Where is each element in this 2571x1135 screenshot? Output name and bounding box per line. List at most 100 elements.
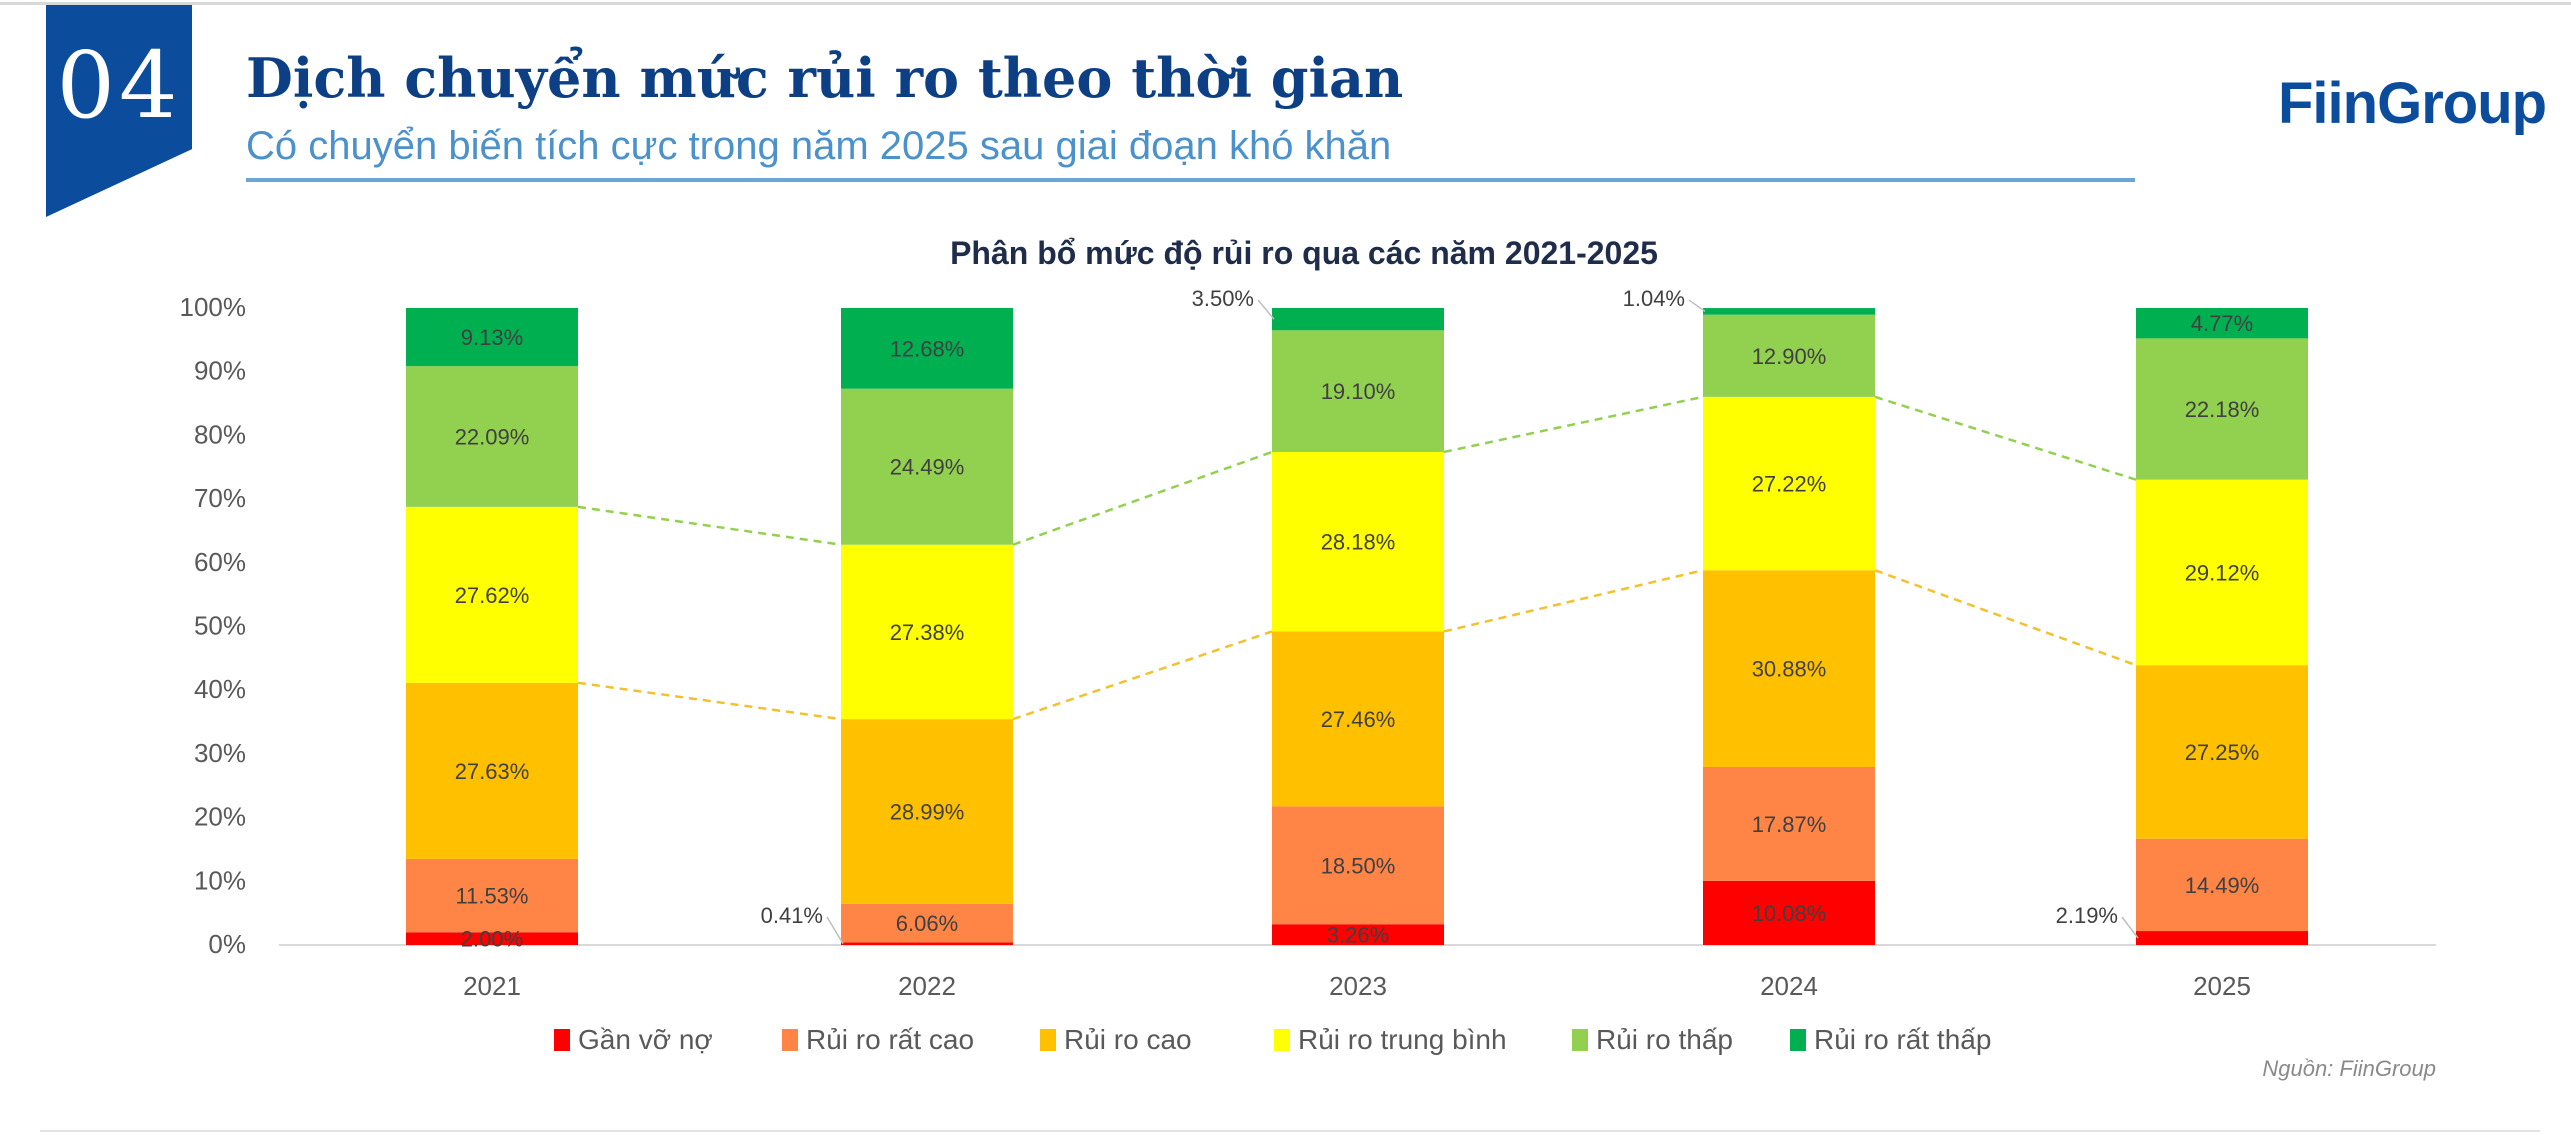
y-tick-label: 60% — [194, 547, 246, 577]
data-label: 27.22% — [1752, 472, 1827, 497]
legend-label: Rủi ro rất cao — [806, 1024, 974, 1055]
bar-segment — [841, 719, 1013, 904]
y-tick-label: 90% — [194, 356, 246, 386]
bar-segment — [1703, 314, 1875, 397]
data-label: 28.99% — [890, 799, 965, 824]
bar-segment — [1272, 924, 1444, 945]
legend-swatch — [1572, 1029, 1588, 1051]
y-tick-label: 10% — [194, 865, 246, 895]
y-tick-label: 30% — [194, 738, 246, 768]
data-label: 24.49% — [890, 455, 965, 480]
bar-segment — [2136, 838, 2308, 932]
bar-segment — [406, 506, 578, 683]
x-tick-label: 2025 — [2193, 971, 2251, 1001]
bar-segment — [1703, 880, 1875, 945]
page-subtitle: Có chuyển biến tích cực trong năm 2025 s… — [246, 124, 1392, 168]
y-tick-label: 80% — [194, 419, 246, 449]
bar-segment — [841, 942, 1013, 945]
data-label: 19.10% — [1321, 379, 1396, 404]
bar-segment — [406, 366, 578, 507]
data-label: 1.04% — [1623, 286, 1685, 311]
bar-segment — [1703, 766, 1875, 881]
bar-segment — [1272, 806, 1444, 925]
data-label: 27.62% — [455, 583, 530, 608]
data-label: 22.18% — [2185, 397, 2260, 422]
data-label: 3.50% — [1192, 286, 1254, 311]
data-label: 18.50% — [1321, 853, 1396, 878]
bar-segment — [406, 932, 578, 945]
data-label: 17.87% — [1752, 812, 1827, 837]
title-underline — [246, 178, 2135, 182]
legend-swatch — [1040, 1029, 1056, 1051]
bar-segment — [841, 544, 1013, 720]
trend-line-segment — [1874, 395, 2137, 481]
data-label: 10.08% — [1752, 901, 1827, 926]
top-divider — [0, 2, 2571, 5]
y-tick-label: 0% — [208, 929, 246, 959]
y-tick-label: 50% — [194, 611, 246, 641]
data-label: 28.18% — [1321, 530, 1396, 555]
data-label: 27.46% — [1321, 707, 1396, 732]
legend-swatch — [1790, 1029, 1806, 1051]
bar-segment — [841, 903, 1013, 943]
data-label: 27.38% — [890, 620, 965, 645]
x-tick-label: 2021 — [463, 971, 521, 1001]
bar-segment — [2136, 308, 2308, 339]
legend-swatch — [1274, 1029, 1290, 1051]
data-label: 2.19% — [2056, 903, 2118, 928]
legend-label: Gần vỡ nợ — [578, 1024, 713, 1055]
bar-segment — [406, 858, 578, 933]
legend-label: Rủi ro rất thấp — [1814, 1024, 1991, 1055]
y-tick-label: 20% — [194, 802, 246, 832]
bar-segment — [2136, 479, 2308, 666]
leader-line — [1688, 299, 1706, 312]
bar-segment — [1703, 396, 1875, 571]
bottom-divider — [40, 1130, 2540, 1132]
bar-segment — [1703, 308, 1875, 315]
section-number: 04 — [56, 32, 182, 139]
y-tick-label: 40% — [194, 674, 246, 704]
bar-segment — [1703, 570, 1875, 767]
bar-segment — [2136, 665, 2308, 839]
legend-swatch — [782, 1029, 798, 1051]
legend-label: Rủi ro trung bình — [1298, 1024, 1507, 1055]
legend-label: Rủi ro thấp — [1596, 1024, 1733, 1055]
trend-line-segment — [1874, 569, 2137, 667]
legend-label: Rủi ro cao — [1064, 1024, 1192, 1055]
bar-segment — [2136, 338, 2308, 480]
leader-line — [826, 916, 844, 945]
bar-segment — [841, 388, 1013, 545]
y-tick-label: 100% — [180, 292, 247, 322]
bar-segment — [406, 682, 578, 859]
legend-swatch — [554, 1029, 570, 1051]
leader-line — [1257, 299, 1275, 320]
bar-segment — [2136, 931, 2308, 945]
data-label: 3.26% — [1327, 923, 1389, 948]
source-note: Nguồn: FiinGroup — [2262, 1056, 2436, 1081]
x-tick-label: 2022 — [898, 971, 956, 1001]
data-label: 2.00% — [461, 927, 523, 952]
chart-title: Phân bổ mức độ rủi ro qua các năm 2021-2… — [950, 235, 1658, 271]
x-tick-label: 2023 — [1329, 971, 1387, 1001]
trend-line-segment — [1012, 630, 1273, 721]
data-label: 6.06% — [896, 911, 958, 936]
page-title: Dịch chuyển mức rủi ro theo thời gian — [246, 46, 1404, 110]
bar-segment — [841, 307, 1013, 389]
bar-segment — [1272, 451, 1444, 632]
trend-line-segment — [1443, 395, 1704, 454]
bar-segment — [1272, 330, 1444, 452]
y-tick-label: 70% — [194, 483, 246, 513]
data-label: 27.25% — [2185, 740, 2260, 765]
data-label: 14.49% — [2185, 873, 2260, 898]
data-label: 29.12% — [2185, 560, 2260, 585]
trend-line-segment — [577, 505, 842, 546]
x-tick-label: 2024 — [1760, 971, 1818, 1001]
fiingroup-logo: FiinGroup — [2278, 71, 2547, 136]
trend-line-segment — [577, 681, 842, 721]
trend-line-segment — [1012, 450, 1273, 546]
bar-segment — [1272, 631, 1444, 807]
data-label: 27.63% — [455, 759, 530, 784]
data-label: 9.13% — [461, 325, 523, 350]
data-label: 11.53% — [456, 884, 529, 909]
